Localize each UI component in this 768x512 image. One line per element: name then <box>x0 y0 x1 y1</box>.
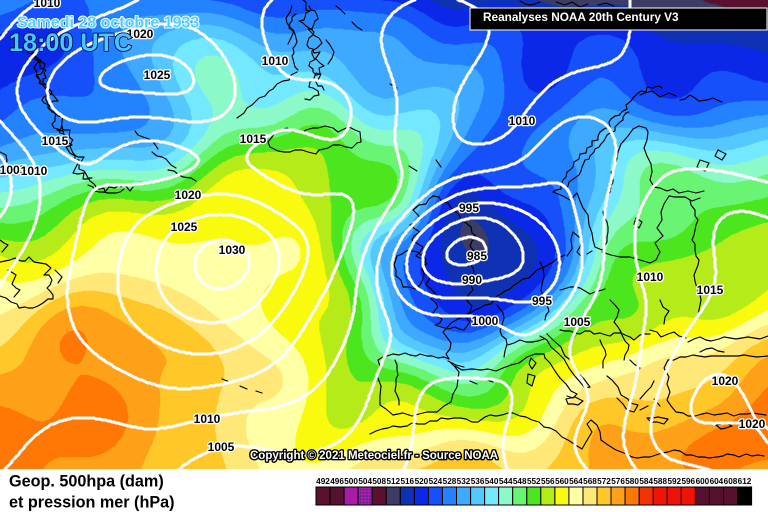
svg-text:536: 536 <box>471 477 485 486</box>
svg-text:Geop. 500hpa (dam): Geop. 500hpa (dam) <box>9 472 164 490</box>
svg-text:492: 492 <box>316 477 330 486</box>
svg-text:508: 508 <box>372 477 386 486</box>
svg-text:1005: 1005 <box>564 315 591 329</box>
svg-text:580: 580 <box>625 477 639 486</box>
svg-text:1010: 1010 <box>34 0 61 10</box>
svg-text:520: 520 <box>415 477 429 486</box>
svg-text:1025: 1025 <box>144 68 171 82</box>
svg-text:985: 985 <box>467 249 487 263</box>
svg-text:1020: 1020 <box>712 374 739 388</box>
svg-text:540: 540 <box>485 477 499 486</box>
svg-text:1020: 1020 <box>127 27 154 41</box>
svg-text:496: 496 <box>330 477 344 486</box>
svg-text:995: 995 <box>459 201 479 215</box>
svg-text:Copyright © 2021 Meteociel.fr: Copyright © 2021 Meteociel.fr - Source N… <box>250 450 498 462</box>
svg-text:1015: 1015 <box>240 132 267 146</box>
svg-text:1000: 1000 <box>472 314 499 328</box>
svg-text:990: 990 <box>462 273 482 287</box>
svg-text:1010: 1010 <box>262 54 289 68</box>
svg-text:500: 500 <box>344 477 358 486</box>
svg-text:592: 592 <box>667 477 681 486</box>
svg-text:995: 995 <box>532 294 552 308</box>
svg-text:Reanalyses NOAA 20th Century V: Reanalyses NOAA 20th Century V3 <box>483 10 679 24</box>
svg-text:528: 528 <box>443 477 457 486</box>
svg-text:552: 552 <box>527 477 541 486</box>
svg-text:516: 516 <box>400 477 414 486</box>
svg-text:564: 564 <box>569 477 583 486</box>
svg-text:1010: 1010 <box>637 270 664 284</box>
svg-text:548: 548 <box>513 477 527 486</box>
svg-text:1010: 1010 <box>194 412 221 426</box>
svg-text:584: 584 <box>639 477 653 486</box>
svg-text:1030: 1030 <box>219 243 246 257</box>
svg-text:1020: 1020 <box>739 417 766 431</box>
svg-text:1015: 1015 <box>42 134 69 148</box>
svg-text:532: 532 <box>457 477 471 486</box>
svg-text:560: 560 <box>555 477 569 486</box>
svg-text:512: 512 <box>386 477 400 486</box>
svg-text:1010: 1010 <box>21 164 48 178</box>
svg-text:18:00 UTC: 18:00 UTC <box>9 29 132 57</box>
svg-text:1020: 1020 <box>175 188 202 202</box>
svg-text:1005: 1005 <box>0 163 27 177</box>
svg-text:604: 604 <box>710 477 724 486</box>
svg-text:524: 524 <box>429 477 443 486</box>
svg-text:600: 600 <box>696 477 710 486</box>
svg-text:576: 576 <box>611 477 625 486</box>
svg-text:1010: 1010 <box>509 114 536 128</box>
svg-text:1005: 1005 <box>208 440 235 454</box>
svg-text:Samedi 28 octobre 1933: Samedi 28 octobre 1933 <box>17 15 199 32</box>
svg-text:568: 568 <box>583 477 597 486</box>
svg-text:1015: 1015 <box>697 283 724 297</box>
svg-text:1025: 1025 <box>171 220 198 234</box>
svg-text:504: 504 <box>358 477 372 486</box>
svg-text:588: 588 <box>653 477 667 486</box>
svg-text:556: 556 <box>541 477 555 486</box>
svg-text:596: 596 <box>681 477 695 486</box>
svg-text:612: 612 <box>738 477 752 486</box>
svg-text:et pression mer (hPa): et pression mer (hPa) <box>9 493 175 511</box>
svg-text:544: 544 <box>499 477 513 486</box>
svg-text:572: 572 <box>597 477 611 486</box>
svg-text:608: 608 <box>724 477 738 486</box>
